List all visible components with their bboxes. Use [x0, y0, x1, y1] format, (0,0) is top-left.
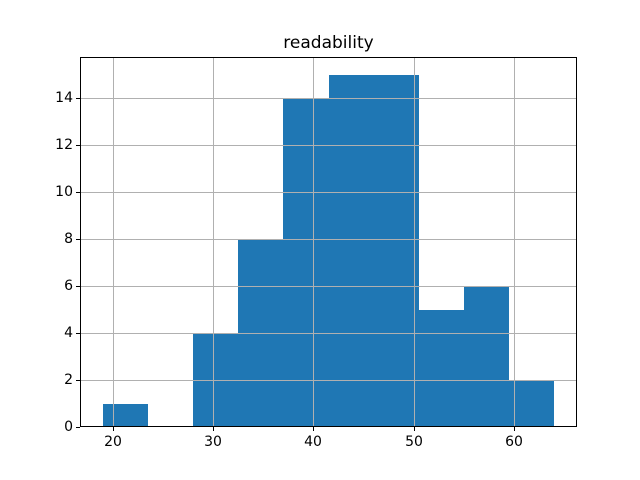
x-tick-label: 60 [505, 434, 523, 450]
x-gridline [113, 57, 114, 427]
x-tick-mark [113, 427, 114, 431]
y-tick-label: 8 [64, 231, 73, 247]
histogram-bar [103, 404, 148, 427]
histogram-bar [419, 310, 464, 427]
y-tick-label: 6 [64, 278, 73, 294]
y-tick-label: 12 [55, 137, 73, 153]
y-tick-mark [76, 333, 80, 334]
grid-layer [80, 57, 577, 427]
histogram-bar [374, 75, 419, 427]
histogram-bar [283, 98, 329, 427]
chart-title: readability [283, 33, 374, 53]
histogram-bar [329, 75, 374, 427]
y-gridline [80, 239, 577, 240]
y-tick-mark [76, 192, 80, 193]
x-tick-label: 30 [204, 434, 222, 450]
x-gridline [213, 57, 214, 427]
y-tick-label: 4 [64, 325, 73, 341]
y-tick-label: 2 [64, 372, 73, 388]
y-tick-mark [76, 145, 80, 146]
y-gridline [80, 286, 577, 287]
x-tick-mark [213, 427, 214, 431]
y-tick-mark [76, 380, 80, 381]
x-tick-mark [414, 427, 415, 431]
y-tick-mark [76, 427, 80, 428]
x-tick-label: 50 [405, 434, 423, 450]
y-tick-mark [76, 239, 80, 240]
x-gridline [414, 57, 415, 427]
y-tick-mark [76, 98, 80, 99]
histogram-bar [464, 286, 509, 427]
x-gridline [313, 57, 314, 427]
y-gridline [80, 380, 577, 381]
y-tick-label: 10 [55, 184, 73, 200]
y-tick-mark [76, 286, 80, 287]
x-tick-label: 20 [104, 434, 122, 450]
histogram-bar [509, 380, 554, 427]
x-tick-label: 40 [304, 434, 322, 450]
x-tick-mark [313, 427, 314, 431]
x-tick-mark [514, 427, 515, 431]
y-tick-label: 14 [55, 90, 73, 106]
y-gridline [80, 333, 577, 334]
x-gridline [514, 57, 515, 427]
y-gridline [80, 192, 577, 193]
y-gridline [80, 145, 577, 146]
y-gridline [80, 98, 577, 99]
y-tick-label: 0 [64, 419, 73, 435]
plot-area [80, 57, 577, 427]
